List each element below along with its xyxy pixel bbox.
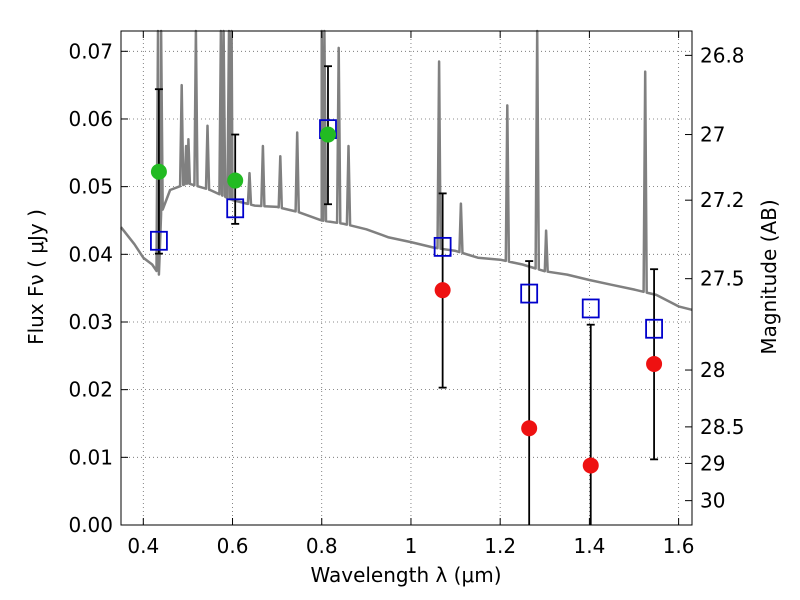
y2-tick-label: 30 bbox=[700, 489, 725, 513]
y2-tick-label: 26.8 bbox=[700, 43, 745, 67]
plot-frame bbox=[120, 30, 693, 526]
x-tick-label: 1.4 bbox=[573, 534, 605, 558]
y2-tick-label: 28.5 bbox=[700, 415, 745, 439]
model-square-marker bbox=[581, 298, 600, 319]
y2-tick-label: 28 bbox=[700, 358, 725, 382]
x-tick-label: 1.6 bbox=[663, 534, 695, 558]
x-tick-label: 0.6 bbox=[217, 534, 249, 558]
data-markers bbox=[150, 119, 663, 474]
y-tick-label: 0.00 bbox=[68, 513, 113, 537]
x-tick-label: 1.2 bbox=[484, 534, 516, 558]
nondetected-flux-marker bbox=[582, 457, 599, 474]
model-square-marker bbox=[150, 230, 168, 251]
x-tick-label: 0.4 bbox=[127, 534, 159, 558]
x-tick-label: 1 bbox=[405, 534, 418, 558]
nondetected-flux-marker bbox=[521, 420, 538, 437]
model-square-marker bbox=[520, 283, 539, 304]
nondetected-flux-marker bbox=[646, 355, 663, 372]
spectrum bbox=[120, 29, 693, 312]
detected-flux-marker bbox=[150, 163, 167, 180]
model-square-marker bbox=[433, 236, 452, 257]
detected-flux-marker bbox=[227, 172, 244, 189]
spectrum-line bbox=[120, 29, 693, 312]
nondetected-flux-marker bbox=[434, 282, 451, 299]
y2-axis-label: Magnitude (AB) bbox=[757, 199, 781, 354]
y2-tick-label: 29 bbox=[700, 451, 725, 475]
axis-ticks: 0.4 0.6 0.8 1 1.2 1.4 1.6 0.00 0.01 0.02 0.03 0.04 0… bbox=[68, 31, 745, 558]
y2-tick-label: 27.5 bbox=[700, 267, 745, 291]
y-axis-label: Flux Fν ( μJy ) bbox=[24, 209, 48, 345]
x-axis-label: Wavelength λ (μm) bbox=[310, 563, 501, 587]
x-tick-label: 0.8 bbox=[306, 534, 338, 558]
model-square-marker bbox=[226, 198, 245, 219]
detected-flux-marker bbox=[319, 126, 336, 143]
y-tick-label: 0.02 bbox=[68, 378, 113, 402]
y-tick-label: 0.01 bbox=[68, 445, 113, 469]
model-square-marker bbox=[645, 318, 663, 339]
y-tick-label: 0.06 bbox=[68, 107, 113, 131]
y-tick-label: 0.07 bbox=[68, 39, 113, 63]
y2-tick-label: 27.2 bbox=[700, 188, 745, 212]
y-tick-label: 0.04 bbox=[68, 242, 113, 266]
y-tick-label: 0.03 bbox=[68, 310, 113, 334]
y2-tick-label: 27 bbox=[700, 123, 725, 147]
grid-lines bbox=[121, 31, 692, 525]
y-tick-label: 0.05 bbox=[68, 175, 113, 199]
